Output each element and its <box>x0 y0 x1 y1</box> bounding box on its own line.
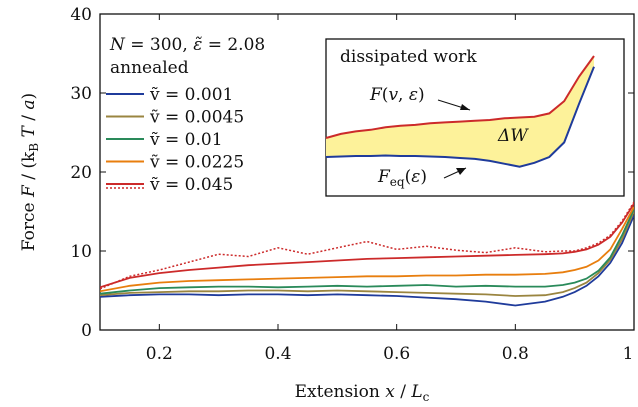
legend-label: ṽ = 0.045 <box>149 175 233 195</box>
inset: dissipated work ΔW F(v, ε) Feq(ε) <box>325 38 625 197</box>
inset-lower-curve <box>325 66 595 168</box>
inset-upper-curve <box>325 55 595 139</box>
inset-upper-label: F(v, ε) <box>369 85 425 105</box>
legend-label: ṽ = 0.001 <box>149 85 233 105</box>
x-tick-label: 0.8 <box>502 344 529 364</box>
inset-upper-arrowhead <box>460 104 470 110</box>
inset-title: dissipated work <box>340 47 477 67</box>
series-line-3 <box>100 206 634 293</box>
x-tick-label: 0.4 <box>264 344 291 364</box>
x-axis-label: Extension x / Lc <box>295 382 430 404</box>
inset-area-label: ΔW <box>497 126 529 146</box>
series-line-0 <box>100 215 634 307</box>
x-tick-label: 0.2 <box>146 344 173 364</box>
y-tick-label: 10 <box>70 242 92 262</box>
series-line-5 <box>100 201 634 290</box>
series-line-4 <box>100 203 634 289</box>
legend-label: ṽ = 0.01 <box>149 130 223 150</box>
inset-dissipated-area <box>326 56 594 167</box>
inset-lower-label: Feq(ε) <box>377 167 427 189</box>
x-tick-label: 1 <box>623 344 634 364</box>
legend-label: ṽ = 0.0225 <box>149 153 244 173</box>
y-axis-label: Force F / (kB T / a) <box>19 93 41 251</box>
legend-header-line1: N = 300, ε̃ = 2.08 <box>109 35 265 55</box>
series-layer <box>100 201 634 307</box>
y-tick-label: 40 <box>70 5 92 25</box>
series-line-1 <box>100 211 634 297</box>
y-tick-label: 30 <box>70 84 92 104</box>
y-tick-label: 0 <box>81 321 92 341</box>
inset-curves <box>325 55 595 168</box>
y-tick-label: 20 <box>70 163 92 183</box>
x-tick-label: 0.6 <box>383 344 410 364</box>
legend-label: ṽ = 0.0045 <box>149 108 244 128</box>
inset-lower-arrowhead <box>456 168 466 175</box>
legend-header-line2: annealed <box>110 58 189 78</box>
series-line-2 <box>100 208 634 295</box>
